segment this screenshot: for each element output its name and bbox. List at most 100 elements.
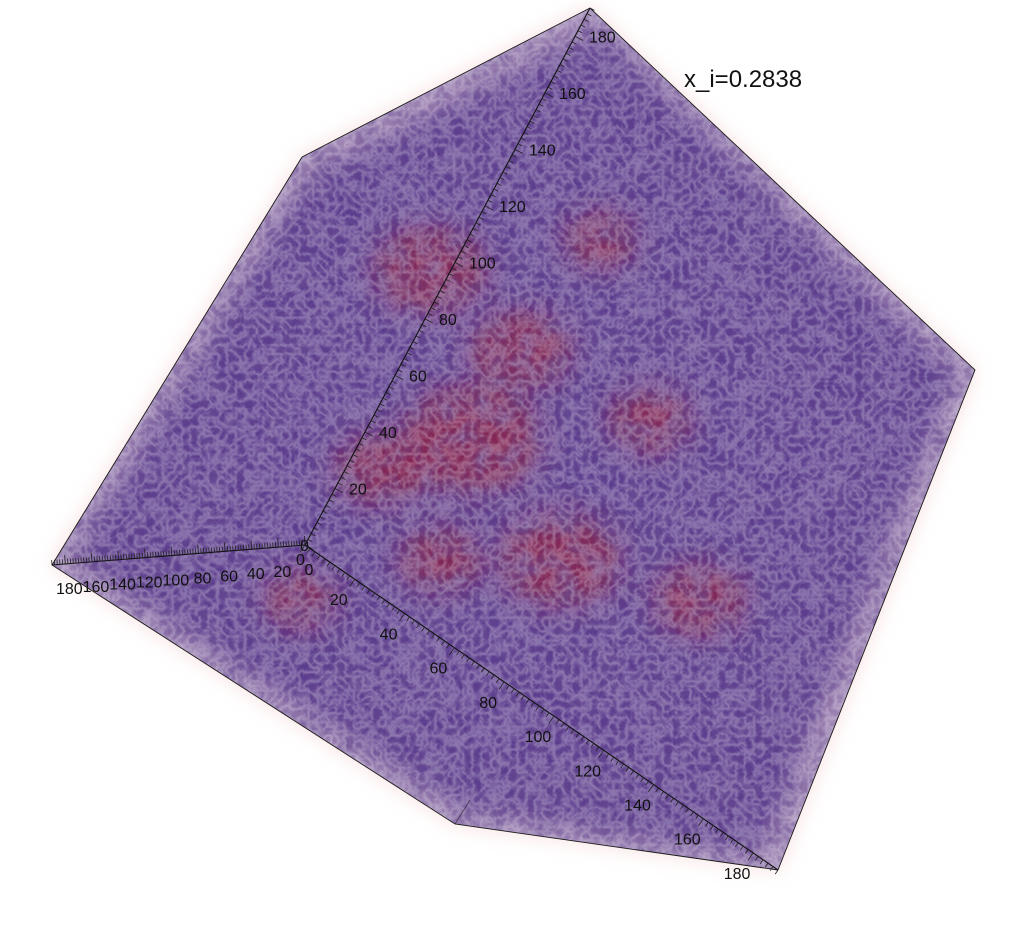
tick-mark <box>484 205 494 211</box>
tick-mark <box>730 838 734 844</box>
tick-mark <box>630 770 634 776</box>
tick-mark <box>445 278 451 283</box>
tick-mark <box>556 69 562 73</box>
tick-mark <box>514 148 524 154</box>
tick-mark <box>391 380 397 384</box>
tick-mark <box>499 177 505 181</box>
tick-mark <box>590 743 595 748</box>
tick-mark <box>526 126 532 130</box>
tick-mark <box>386 602 390 608</box>
tick-mark <box>697 818 704 827</box>
tick-mark <box>490 194 496 198</box>
tick-mark <box>381 599 385 605</box>
tick-label-vertical: 160 <box>559 86 586 103</box>
tick-mark <box>406 352 412 356</box>
tick-mark <box>555 719 560 724</box>
tick-mark <box>424 318 434 324</box>
tick-label-left: 40 <box>247 566 265 583</box>
tick-mark <box>529 120 535 124</box>
tick-label-left: 120 <box>136 575 163 592</box>
tick-mark <box>310 533 316 537</box>
tick-mark <box>391 606 395 611</box>
tick-label-left: 20 <box>273 564 291 581</box>
tick-mark <box>574 35 584 41</box>
tick-mark <box>311 551 316 557</box>
tick-mark <box>334 488 344 494</box>
tick-label-left: 180 <box>56 581 83 598</box>
tick-mark <box>705 821 709 827</box>
tick-mark <box>346 465 352 469</box>
tick-label-diagonal: 140 <box>624 797 651 814</box>
tick-mark <box>277 538 279 548</box>
bounding-box <box>51 7 976 871</box>
tick-mark <box>64 554 66 564</box>
tick-mark <box>448 273 454 277</box>
tick-mark <box>481 211 487 215</box>
tick-mark <box>565 726 570 731</box>
tick-mark <box>409 346 415 350</box>
tick-mark <box>331 493 337 497</box>
tick-mark <box>769 866 774 871</box>
tick-mark <box>540 708 545 714</box>
tick-mark <box>144 548 146 558</box>
tick-mark <box>466 239 472 243</box>
tick-mark <box>475 222 481 226</box>
tick-label-diagonal: 20 <box>330 592 348 609</box>
tick-mark <box>349 459 355 463</box>
tick-mark <box>535 705 540 711</box>
tick-mark <box>358 442 364 446</box>
tick-mark <box>685 808 689 813</box>
tick-mark <box>547 86 553 90</box>
axis-line-left <box>51 544 306 566</box>
tick-mark <box>90 552 93 562</box>
tick-mark <box>759 859 764 865</box>
tick-label-diagonal: 180 <box>724 866 751 883</box>
tick-mark <box>548 715 555 724</box>
tick-mark <box>680 804 684 810</box>
tick-mark <box>355 448 361 452</box>
tick-mark <box>394 375 404 380</box>
tick-mark <box>366 589 371 594</box>
tick-mark <box>553 75 559 79</box>
tick-label-vertical: 100 <box>469 255 496 272</box>
tick-mark <box>406 616 410 622</box>
tick-mark <box>496 182 502 186</box>
tick-mark <box>568 47 574 51</box>
tick-mark <box>764 862 769 868</box>
tick-mark <box>523 132 529 136</box>
tick-label-diagonal: 160 <box>674 832 701 849</box>
tick-mark <box>379 403 385 407</box>
tick-mark <box>376 596 381 601</box>
tick-mark <box>307 538 313 543</box>
axis-diagonal: 20 40 60 80 100 120 140 160 180 <box>299 544 779 883</box>
tick-mark <box>517 143 523 147</box>
tick-mark <box>321 558 326 564</box>
tick-mark <box>720 832 724 837</box>
tick-label-vertical: 120 <box>499 199 526 216</box>
tick-label-left: 160 <box>83 579 110 596</box>
tick-mark <box>585 739 590 745</box>
tick-mark <box>421 324 427 328</box>
tick-label-left: 80 <box>194 570 212 587</box>
tick-label-vertical: 20 <box>349 481 367 498</box>
tick-mark <box>510 688 515 694</box>
tick-mark <box>625 767 629 772</box>
tick-mark <box>583 18 589 23</box>
tick-mark <box>427 312 433 316</box>
tick-mark <box>505 685 510 690</box>
tick-mark <box>385 392 391 396</box>
tick-mark <box>371 592 376 598</box>
tick-mark <box>575 732 580 738</box>
tick-mark <box>328 499 334 503</box>
tick-mark <box>715 828 719 834</box>
tick-mark <box>430 307 436 311</box>
tick-mark <box>356 582 361 587</box>
tick-mark <box>471 661 475 666</box>
tick-mark <box>442 284 448 288</box>
tick-mark <box>620 763 624 769</box>
tick-mark <box>496 678 500 683</box>
tick-label-left: 100 <box>162 573 189 590</box>
tick-mark <box>589 7 595 11</box>
tick-mark <box>675 801 679 806</box>
